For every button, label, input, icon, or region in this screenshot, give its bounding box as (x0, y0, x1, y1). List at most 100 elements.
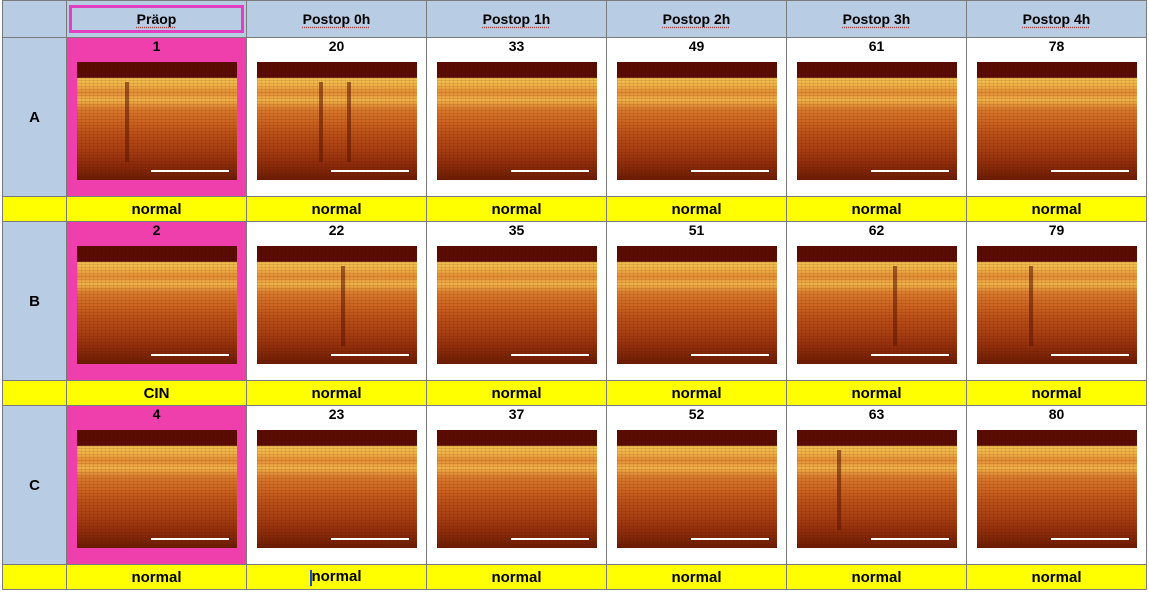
sample-number: 61 (868, 38, 885, 55)
diagnosis-cell[interactable]: normal (426, 196, 607, 222)
oct-scan-image (616, 430, 777, 548)
diagnosis-row-c: normal normal normal normal normal norma… (2, 564, 1147, 590)
diagnosis-cell[interactable]: normal (966, 564, 1147, 590)
diagnosis-cell-editing[interactable]: normal (246, 564, 427, 590)
image-cell[interactable]: 20 (246, 37, 427, 197)
image-row-a: A 1 20 33 49 61 78 (2, 37, 1147, 197)
image-cell[interactable]: 80 (966, 405, 1147, 565)
diagnosis-cell[interactable]: normal (786, 380, 967, 406)
image-cell[interactable]: 62 (786, 221, 967, 381)
sample-number: 51 (688, 222, 705, 239)
scale-bar (330, 170, 409, 172)
image-cell[interactable]: 78 (966, 37, 1147, 197)
header-cell-postop-0h[interactable]: Postop 0h (246, 0, 427, 38)
image-cell[interactable]: 2 (66, 221, 247, 381)
diagnosis-row-label-cell[interactable] (2, 196, 67, 222)
scale-bar (1050, 538, 1129, 540)
diagnosis-cell[interactable]: normal (966, 196, 1147, 222)
scale-bar (690, 354, 769, 356)
sample-number: 4 (152, 406, 161, 423)
image-cell[interactable]: 23 (246, 405, 427, 565)
image-artifact (836, 450, 841, 530)
image-cell[interactable]: 79 (966, 221, 1147, 381)
image-cell[interactable]: 61 (786, 37, 967, 197)
diagnosis-row-label-cell[interactable] (2, 380, 67, 406)
header-label: Postop 3h (842, 11, 911, 27)
header-label: Postop 0h (302, 11, 371, 27)
oct-scan-image (976, 246, 1137, 364)
diagnosis-cell[interactable]: normal (246, 380, 427, 406)
row-label-c[interactable]: C (2, 405, 67, 565)
oct-scan-image (976, 430, 1137, 548)
header-cell-postop-1h[interactable]: Postop 1h (426, 0, 607, 38)
image-cell[interactable]: 49 (606, 37, 787, 197)
scale-bar (510, 170, 589, 172)
diagnosis-cell[interactable]: normal (966, 380, 1147, 406)
sample-number: 62 (868, 222, 885, 239)
oct-scan-image (436, 62, 597, 180)
scale-bar (690, 170, 769, 172)
oct-scan-image (796, 430, 957, 548)
scale-bar (870, 354, 949, 356)
image-cell[interactable]: 63 (786, 405, 967, 565)
header-cell-postop-4h[interactable]: Postop 4h (966, 0, 1147, 38)
scale-bar (150, 538, 229, 540)
image-cell[interactable]: 1 (66, 37, 247, 197)
sample-number: 52 (688, 406, 705, 423)
scale-bar (690, 538, 769, 540)
oct-scan-image (976, 62, 1137, 180)
oct-scan-image (256, 430, 417, 548)
diagnosis-cell[interactable]: normal (606, 380, 787, 406)
diagnosis-cell[interactable]: normal (606, 564, 787, 590)
oct-scan-image (256, 246, 417, 364)
diagnosis-cell[interactable]: CIN (66, 380, 247, 406)
image-cell[interactable]: 33 (426, 37, 607, 197)
diagnosis-cell[interactable]: normal (426, 380, 607, 406)
scale-bar (870, 170, 949, 172)
image-cell[interactable]: 35 (426, 221, 607, 381)
oct-scan-image (616, 62, 777, 180)
scale-bar (330, 538, 409, 540)
header-label: Postop 2h (662, 11, 731, 27)
image-artifact (318, 82, 323, 162)
sample-number: 80 (1048, 406, 1065, 423)
text-cursor (310, 569, 313, 586)
corner-cell[interactable] (2, 0, 67, 38)
header-cell-postop-2h[interactable]: Postop 2h (606, 0, 787, 38)
diagnosis-cell[interactable]: normal (246, 196, 427, 222)
sample-number: 35 (508, 222, 525, 239)
scale-bar (510, 354, 589, 356)
diagnosis-text: normal (311, 568, 362, 586)
sample-number: 37 (508, 406, 525, 423)
scale-bar (150, 354, 229, 356)
header-label: Präop (69, 5, 244, 33)
header-cell-praeop[interactable]: Präop (66, 0, 247, 38)
diagnosis-cell[interactable]: normal (786, 564, 967, 590)
image-cell[interactable]: 22 (246, 221, 427, 381)
oct-scan-image (436, 246, 597, 364)
header-cell-postop-3h[interactable]: Postop 3h (786, 0, 967, 38)
row-label-b[interactable]: B (2, 221, 67, 381)
scale-bar (150, 170, 229, 172)
diagnosis-cell[interactable]: normal (66, 564, 247, 590)
image-cell[interactable]: 37 (426, 405, 607, 565)
oct-scan-image (256, 62, 417, 180)
image-row-c: C 4 23 37 52 63 80 (2, 405, 1147, 565)
image-cell[interactable]: 52 (606, 405, 787, 565)
diagnosis-row-label-cell[interactable] (2, 564, 67, 590)
row-label-a[interactable]: A (2, 37, 67, 197)
sample-number: 63 (868, 406, 885, 423)
diagnosis-cell[interactable]: normal (426, 564, 607, 590)
image-artifact (346, 82, 351, 162)
scale-bar (870, 538, 949, 540)
scale-bar (330, 354, 409, 356)
image-artifact (340, 266, 345, 346)
diagnosis-cell[interactable]: normal (66, 196, 247, 222)
image-cell[interactable]: 51 (606, 221, 787, 381)
sample-number: 49 (688, 38, 705, 55)
header-row: Präop Postop 0h Postop 1h Postop 2h Post… (2, 0, 1147, 38)
image-cell[interactable]: 4 (66, 405, 247, 565)
diagnosis-cell[interactable]: normal (606, 196, 787, 222)
diagnosis-cell[interactable]: normal (786, 196, 967, 222)
